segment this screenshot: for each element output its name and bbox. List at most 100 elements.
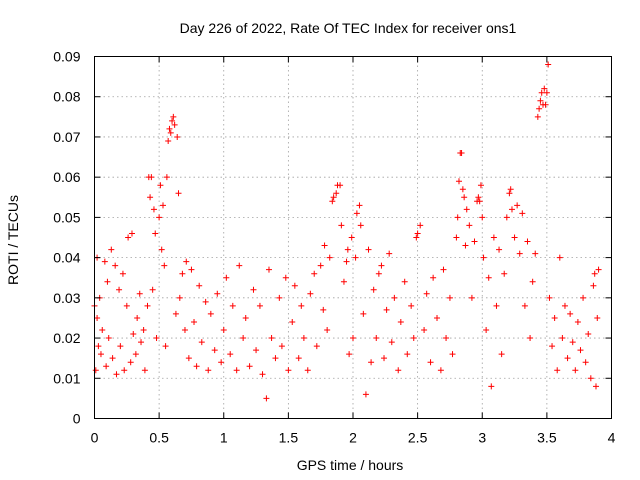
data-point	[542, 101, 549, 108]
data-point	[94, 314, 101, 321]
data-point	[320, 306, 327, 313]
data-point	[169, 117, 176, 124]
data-point	[214, 290, 221, 297]
data-point	[410, 335, 417, 342]
y-tick-label: 0.05	[53, 209, 80, 225]
data-point	[401, 278, 408, 285]
data-point	[585, 331, 592, 338]
data-point	[278, 343, 285, 350]
data-point	[289, 318, 296, 325]
x-tick-label: 2	[349, 430, 357, 446]
y-tick-label: 0.06	[53, 169, 80, 185]
data-point	[483, 327, 490, 334]
data-point	[176, 294, 183, 301]
data-point	[136, 290, 143, 297]
data-point	[529, 278, 536, 285]
data-point	[330, 194, 337, 201]
data-point	[485, 274, 492, 281]
data-point	[480, 254, 487, 261]
data-point	[211, 347, 218, 354]
data-point	[543, 89, 550, 96]
x-tick-label: 1	[220, 430, 228, 446]
data-point	[572, 367, 579, 374]
data-point	[388, 339, 395, 346]
data-point	[427, 359, 434, 366]
data-point	[360, 310, 367, 317]
data-point	[590, 282, 597, 289]
data-point	[149, 286, 156, 293]
data-point	[128, 230, 135, 237]
data-point	[240, 335, 247, 342]
data-point	[386, 250, 393, 257]
data-point	[498, 351, 505, 358]
data-point	[423, 290, 430, 297]
data-point	[541, 85, 548, 92]
data-point	[227, 351, 234, 358]
data-point	[519, 210, 526, 217]
data-point	[117, 343, 124, 350]
data-point	[265, 266, 272, 273]
y-tick-label: 0.01	[53, 370, 80, 386]
data-point	[458, 150, 465, 157]
data-point	[352, 254, 359, 261]
data-point	[141, 367, 148, 374]
data-point	[101, 258, 108, 265]
data-point	[103, 363, 110, 370]
data-point	[537, 97, 544, 104]
data-point	[414, 230, 421, 237]
data-point	[357, 222, 364, 229]
data-point	[521, 302, 528, 309]
data-point	[490, 234, 497, 241]
data-point	[329, 198, 336, 205]
data-point	[324, 327, 331, 334]
data-point	[453, 234, 460, 241]
data-point	[582, 359, 589, 366]
data-point	[105, 335, 112, 342]
data-point	[536, 105, 543, 112]
data-point	[381, 355, 388, 362]
data-point	[577, 347, 584, 354]
data-point	[172, 310, 179, 317]
data-point	[161, 262, 168, 269]
data-point	[121, 367, 128, 374]
data-point	[549, 343, 556, 350]
data-point	[196, 282, 203, 289]
data-point	[112, 262, 119, 269]
data-point	[179, 270, 186, 277]
data-point	[160, 202, 167, 209]
data-point	[532, 250, 539, 257]
data-point	[104, 278, 111, 285]
data-point	[476, 198, 483, 205]
data-point	[421, 327, 428, 334]
data-point	[236, 262, 243, 269]
y-tick-label: 0.03	[53, 290, 80, 306]
data-point	[454, 214, 461, 221]
data-points	[91, 61, 602, 402]
data-point	[171, 121, 178, 128]
data-point	[207, 310, 214, 317]
data-point	[191, 318, 198, 325]
data-point	[202, 298, 209, 305]
data-point	[404, 351, 411, 358]
data-point	[220, 327, 227, 334]
y-tick-label: 0.04	[53, 250, 80, 266]
data-point	[97, 351, 104, 358]
x-tick-label: 1.5	[279, 430, 299, 446]
data-point	[282, 274, 289, 281]
data-point	[233, 367, 240, 374]
data-point	[156, 214, 163, 221]
data-point	[437, 367, 444, 374]
data-point	[307, 290, 314, 297]
x-axis-title: GPS time / hours	[297, 457, 404, 473]
data-point	[313, 343, 320, 350]
data-point	[524, 238, 531, 245]
data-point	[446, 294, 453, 301]
data-point	[259, 371, 266, 378]
data-point	[551, 314, 558, 321]
data-point	[461, 194, 468, 201]
data-point	[368, 359, 375, 366]
data-point	[373, 335, 380, 342]
data-point	[300, 335, 307, 342]
data-point	[321, 242, 328, 249]
data-point	[132, 351, 139, 358]
